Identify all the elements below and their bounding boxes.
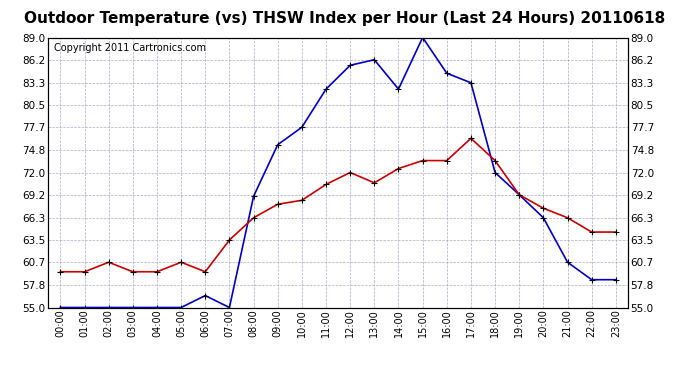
Text: Outdoor Temperature (vs) THSW Index per Hour (Last 24 Hours) 20110618: Outdoor Temperature (vs) THSW Index per … <box>24 11 666 26</box>
Text: Copyright 2011 Cartronics.com: Copyright 2011 Cartronics.com <box>54 43 206 53</box>
